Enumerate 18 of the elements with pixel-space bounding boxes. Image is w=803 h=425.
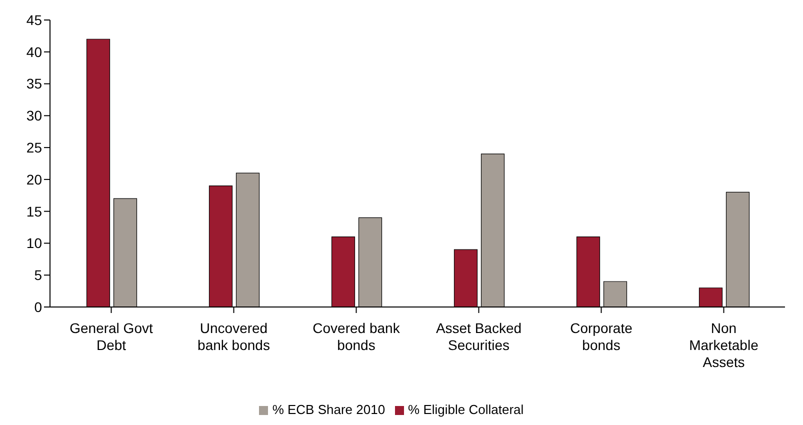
y-tick-label: 45 (26, 12, 42, 28)
y-tick-label: 30 (26, 108, 42, 124)
x-tick-label: Non Marketable Assets (689, 320, 759, 370)
legend-label: % ECB Share 2010 (272, 402, 386, 417)
y-tick-label: 10 (26, 235, 42, 252)
y-tick-label: 15 (26, 203, 42, 220)
x-tick-label: Corporate bonds (570, 320, 633, 353)
x-tick-label: Uncovered bank bonds (198, 320, 270, 353)
x-tick-label: General Govt Debt (70, 320, 153, 353)
y-tick-label: 35 (26, 76, 42, 92)
y-tick-label: 40 (26, 44, 42, 60)
legend-label: % Eligible Collateral (408, 402, 524, 417)
x-tick-label: Covered bank bonds (312, 320, 401, 353)
x-tick-label: Asset Backed Securities (436, 320, 522, 353)
y-tick-label: 25 (26, 140, 42, 156)
y-tick-label: 20 (26, 171, 42, 188)
y-tick-label: 5 (34, 267, 42, 284)
y-tick-label: 0 (34, 298, 42, 315)
